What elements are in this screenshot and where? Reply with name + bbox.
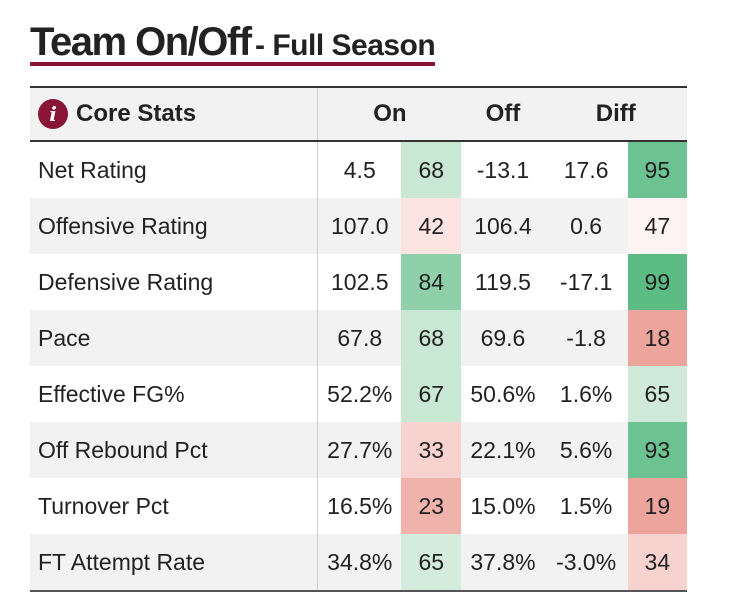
core-stats-table: i Core Stats On Off Diff Net Rating 4.5 68… xyxy=(30,86,687,592)
row-label: FT Attempt Rate xyxy=(30,534,319,592)
diff-value: 1.6% xyxy=(559,380,613,407)
diff-percentile: 47 xyxy=(627,198,687,254)
diff-percentile: 99 xyxy=(627,254,687,310)
column-header-on[interactable]: On xyxy=(317,86,462,142)
row-label: Net Rating xyxy=(30,141,319,198)
section-label: Core Stats xyxy=(76,100,197,127)
on-percentile: 67 xyxy=(401,366,462,422)
column-header-diff[interactable]: Diff xyxy=(544,86,687,142)
diff-value: -17.1 xyxy=(559,268,613,295)
row-label: Effective FG% xyxy=(30,366,319,422)
diff-percentile: 93 xyxy=(627,422,687,478)
off-value: 50.6% xyxy=(470,380,536,407)
on-percentile: 68 xyxy=(401,310,462,366)
on-percentile: 33 xyxy=(401,422,462,478)
on-percentile: 65 xyxy=(401,534,462,592)
table-row: FT Attempt Rate 34.8% 65 37.8% -3.0% 34 xyxy=(30,534,687,592)
off-value: -13.1 xyxy=(476,156,530,183)
table-row: Effective FG% 52.2% 67 50.6% 1.6% 65 xyxy=(30,366,687,422)
row-label: Off Rebound Pct xyxy=(30,422,319,478)
on-percentile: 84 xyxy=(401,254,462,310)
off-value: 119.5 xyxy=(475,268,531,295)
diff-percentile: 19 xyxy=(627,478,687,534)
table-row: Turnover Pct 16.5% 23 15.0% 1.5% 19 xyxy=(30,478,687,534)
row-label: Pace xyxy=(30,310,319,366)
on-value: 52.2% xyxy=(327,380,393,407)
on-value: 27.7% xyxy=(317,422,402,478)
header-label-cell: i Core Stats xyxy=(30,86,319,142)
diff-percentile: 34 xyxy=(627,534,687,592)
table-row: Defensive Rating 102.5 84 119.5 -17.1 99 xyxy=(30,254,687,310)
off-value: 69.6 xyxy=(461,310,545,366)
on-percentile: 68 xyxy=(401,141,462,198)
table-header-row: i Core Stats On Off Diff xyxy=(30,86,687,142)
diff-percentile: 18 xyxy=(627,310,687,366)
title-subtitle: - Full Season xyxy=(255,29,436,62)
diff-value: -3.0% xyxy=(544,534,628,592)
title-main: Team On/Off xyxy=(30,20,252,64)
table-row: Net Rating 4.5 68 -13.1 17.6 95 xyxy=(30,141,687,198)
off-value: 106.4 xyxy=(461,198,545,254)
row-label: Defensive Rating xyxy=(30,254,319,310)
column-header-off[interactable]: Off xyxy=(461,86,545,142)
table-row: Off Rebound Pct 27.7% 33 22.1% 5.6% 93 xyxy=(30,422,687,478)
diff-value: -1.8 xyxy=(544,310,628,366)
off-value: 22.1% xyxy=(461,422,545,478)
on-value: 102.5 xyxy=(330,268,389,295)
diff-percentile: 95 xyxy=(627,141,687,198)
info-icon[interactable]: i xyxy=(38,99,68,129)
page-title: Team On/Off - Full Season xyxy=(30,20,436,66)
page-header: Team On/Off - Full Season xyxy=(30,20,436,66)
diff-value: 17.6 xyxy=(563,156,609,183)
diff-value: 1.5% xyxy=(559,492,613,519)
on-percentile: 23 xyxy=(401,478,462,534)
diff-value: 0.6 xyxy=(544,198,628,254)
off-value: 15.0% xyxy=(470,492,536,519)
diff-percentile: 65 xyxy=(627,366,687,422)
on-value: 34.8% xyxy=(317,534,402,592)
row-label: Turnover Pct xyxy=(30,478,319,534)
on-value: 107.0 xyxy=(317,198,402,254)
row-label: Offensive Rating xyxy=(30,198,319,254)
on-value: 4.5 xyxy=(343,156,376,183)
on-percentile: 42 xyxy=(401,198,462,254)
off-value: 37.8% xyxy=(461,534,545,592)
on-value: 16.5% xyxy=(327,492,393,519)
diff-value: 5.6% xyxy=(544,422,628,478)
table-row: Offensive Rating 107.0 42 106.4 0.6 47 xyxy=(30,198,687,254)
table-row: Pace 67.8 68 69.6 -1.8 18 xyxy=(30,310,687,366)
on-value: 67.8 xyxy=(317,310,402,366)
